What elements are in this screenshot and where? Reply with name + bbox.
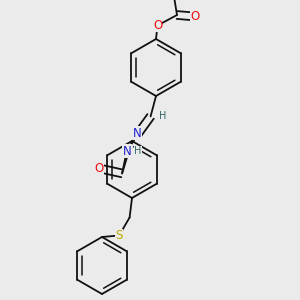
Text: N: N xyxy=(122,145,131,158)
Text: O: O xyxy=(94,162,103,176)
Text: O: O xyxy=(190,10,200,23)
Text: O: O xyxy=(153,19,162,32)
Text: S: S xyxy=(116,229,123,242)
Text: H: H xyxy=(159,111,166,121)
Text: H: H xyxy=(134,146,142,156)
Text: N: N xyxy=(133,127,142,140)
